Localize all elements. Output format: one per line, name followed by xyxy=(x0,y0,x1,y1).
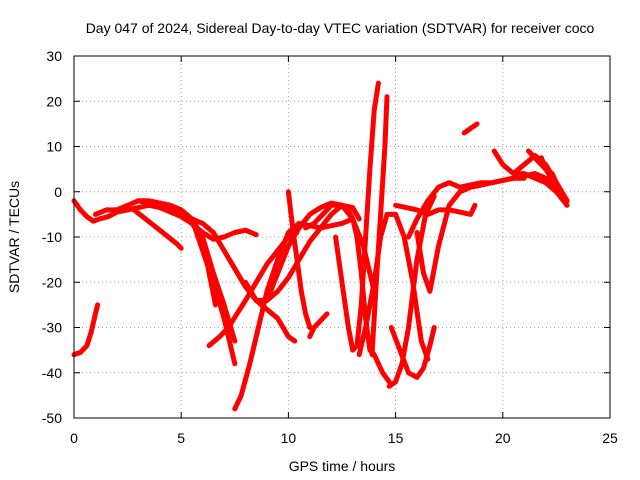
x-tick-label: 10 xyxy=(281,430,297,446)
x-tick-label: 25 xyxy=(602,430,618,446)
y-tick-label: 0 xyxy=(54,184,62,200)
trace-arc-13 xyxy=(307,311,330,340)
x-axis-label: GPS time / hours xyxy=(289,458,396,474)
data-traces xyxy=(71,80,570,412)
trace-arc-16 xyxy=(356,211,431,362)
trace-arc-03 xyxy=(92,198,238,367)
trace-arc-12 xyxy=(285,189,313,330)
y-tick-label: 30 xyxy=(46,48,62,64)
axis-ticks: 0 5 10 15 20 25 -50 -40 -30 -20 -10 0 10 20 30 xyxy=(42,48,618,446)
y-tick-label: 20 xyxy=(46,93,62,109)
y-tick-label: -10 xyxy=(42,229,62,245)
trace-arc-15 xyxy=(333,80,381,353)
x-tick-label: 15 xyxy=(388,430,404,446)
trace-arc-01 xyxy=(71,302,101,358)
y-tick-label: -50 xyxy=(42,410,62,426)
trace-arc-22 xyxy=(406,171,570,240)
trace-arc-14 xyxy=(303,202,392,385)
y-tick-label: -20 xyxy=(42,274,62,290)
chart-title: Day 047 of 2024, Sidereal Day-to-day VTE… xyxy=(86,20,595,36)
x-tick-label: 5 xyxy=(177,430,185,446)
trace-arc-24 xyxy=(491,148,570,208)
y-tick-label: 10 xyxy=(46,139,62,155)
grid xyxy=(74,56,610,418)
y-tick-label: -30 xyxy=(42,320,62,336)
trace-arc-09 xyxy=(232,216,356,412)
trace-arc-27 xyxy=(538,155,570,204)
trace-arc-19 xyxy=(388,325,437,380)
trace-arc-17 xyxy=(369,94,390,358)
trace-arc-05 xyxy=(131,207,184,251)
x-tick-label: 20 xyxy=(495,430,511,446)
y-axis-label: SDTVAR / TECUs xyxy=(6,181,22,293)
x-tick-label: 0 xyxy=(70,430,78,446)
trace-arc-20 xyxy=(393,202,478,217)
y-tick-label: -40 xyxy=(42,365,62,381)
trace-arc-23 xyxy=(461,121,480,136)
